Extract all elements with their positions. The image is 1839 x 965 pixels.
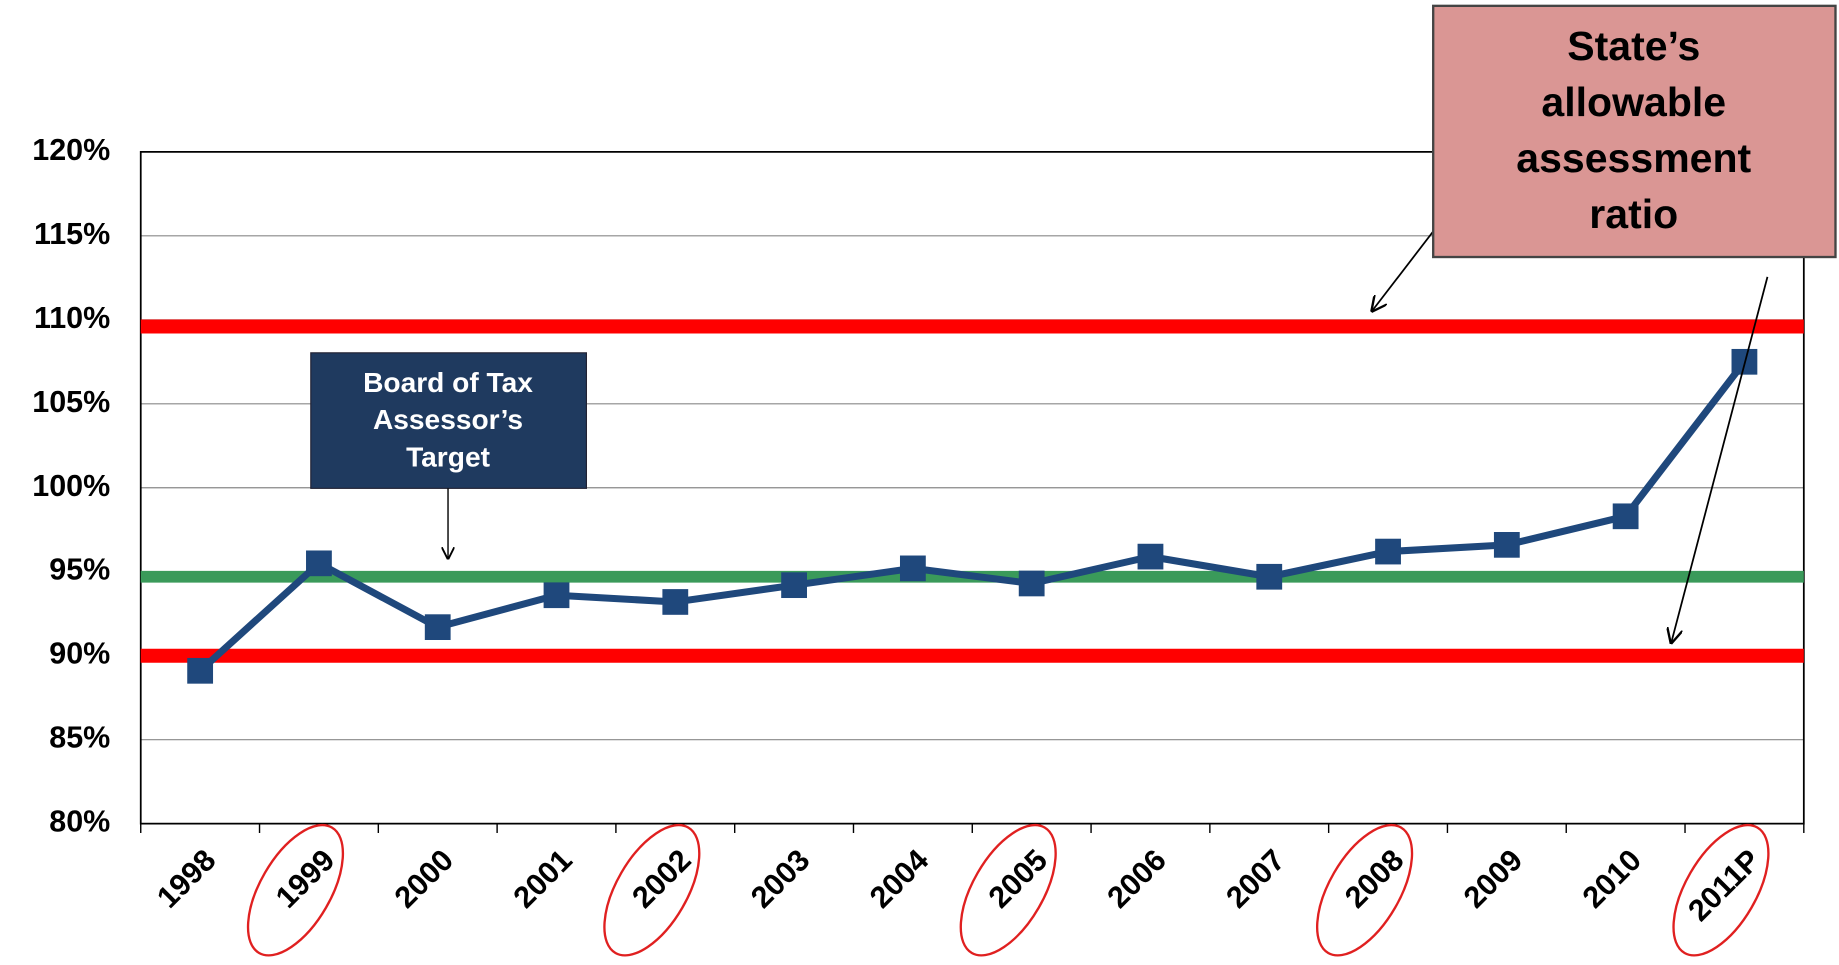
- x-tick-label: 2002: [626, 843, 698, 915]
- data-line: [197, 359, 1748, 674]
- data-point: [187, 657, 214, 684]
- data-point: [1375, 538, 1401, 565]
- y-tick-label: 80%: [49, 805, 110, 839]
- annotation-text: allowable: [1541, 79, 1726, 125]
- x-tick-label: 2008: [1338, 843, 1410, 915]
- y-tick-label: 105%: [32, 385, 110, 419]
- x-tick-label: 2005: [982, 843, 1054, 915]
- y-tick-label: 115%: [34, 217, 110, 251]
- annotation-box: [310, 352, 588, 489]
- data-point: [1493, 532, 1520, 558]
- x-tick-label: 1998: [150, 843, 222, 915]
- highlight-circle: [1315, 823, 1414, 957]
- x-tick-label: 2009: [1457, 843, 1529, 915]
- data-point: [781, 572, 807, 599]
- annotation-text: Assessor’s: [373, 404, 523, 435]
- data-point: [899, 555, 926, 582]
- data-point: [306, 550, 332, 577]
- annotation-text: assessment: [1516, 135, 1751, 181]
- data-point: [662, 589, 689, 615]
- y-tick-label: 120%: [32, 133, 110, 167]
- x-tick-label: 2001: [507, 843, 579, 915]
- x-tick-label: 2004: [863, 843, 935, 915]
- highlight-circle: [246, 823, 345, 957]
- highlight-circle: [959, 823, 1057, 957]
- x-tick-label: 1999: [269, 843, 341, 915]
- annotation-box: [1432, 4, 1837, 259]
- data-point: [543, 582, 570, 609]
- annotation-text: Board of Tax: [363, 367, 533, 398]
- y-tick-label: 100%: [32, 469, 110, 503]
- y-tick-label: 85%: [49, 721, 110, 755]
- y-tick-label: 90%: [49, 637, 110, 671]
- highlight-circle: [1672, 823, 1770, 957]
- data-point: [1137, 543, 1164, 570]
- data-point: [1018, 570, 1045, 597]
- highlight-circle: [603, 823, 701, 957]
- data-point: [1612, 503, 1639, 530]
- x-tick-label: 2011P: [1682, 843, 1767, 928]
- data-point: [424, 614, 451, 640]
- data-point: [1256, 563, 1283, 590]
- x-tick-label: 2010: [1576, 843, 1648, 915]
- annotation-arrow: [1671, 276, 1769, 643]
- y-tick-label: 110%: [34, 301, 110, 335]
- annotation-text: State’s: [1567, 23, 1700, 69]
- annotation-text: Target: [406, 442, 490, 473]
- x-tick-label: 2006: [1101, 843, 1173, 915]
- x-tick-label: 2007: [1220, 843, 1292, 915]
- x-tick-label: 2003: [744, 843, 816, 915]
- y-tick-label: 95%: [49, 553, 110, 587]
- x-tick-label: 2000: [388, 843, 460, 915]
- annotation-text: ratio: [1589, 191, 1678, 237]
